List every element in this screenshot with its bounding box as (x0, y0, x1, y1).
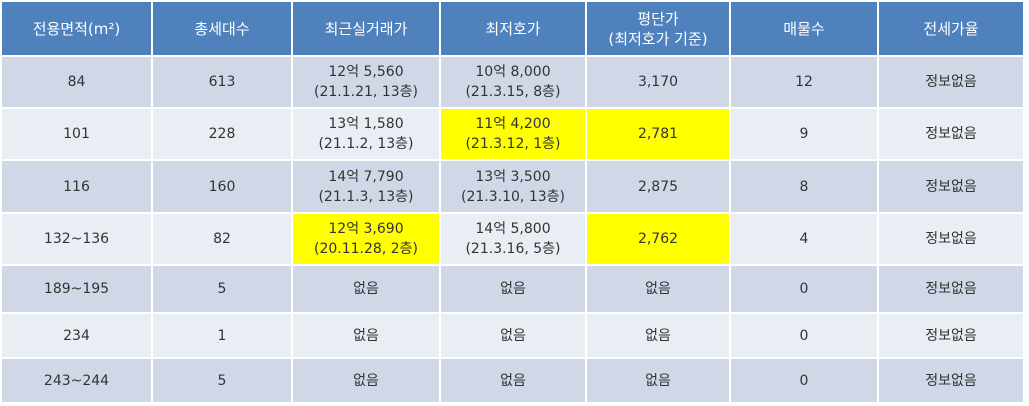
cell-line: (21.3.12, 1층) (465, 136, 561, 152)
table-cell: 12억 3,690 (20.11.28, 2층) (293, 214, 439, 264)
cell-line: (21.3.15, 8층) (465, 84, 561, 100)
table-cell: 없음 (587, 314, 729, 357)
table-row: 189~195 5 없음 없음 없음 0 정보없음 (2, 266, 1023, 312)
cell-line: (최저호가 기준) (608, 29, 708, 48)
table-cell: 없음 (441, 314, 585, 357)
table-cell: 613 (153, 57, 291, 107)
table-cell: 116 (2, 161, 151, 212)
table-cell: 11억 4,200 (21.3.12, 1층) (441, 109, 585, 159)
table-cell: 14억 5,800 (21.3.16, 5층) (441, 214, 585, 264)
table-cell: 4 (731, 214, 877, 264)
header-cell: 평단가 (최저호가 기준) (587, 2, 729, 55)
cell-line: 14억 7,790 (328, 168, 404, 185)
table-cell: 없음 (441, 359, 585, 402)
table-cell: 228 (153, 109, 291, 159)
header-cell: 최저호가 (441, 2, 585, 55)
cell-line: (21.1.21, 13층) (314, 84, 418, 100)
cell-line: (21.1.2, 13층) (318, 136, 414, 152)
cell-line: 11억 4,200 (475, 116, 551, 132)
table-cell: 14억 7,790 (21.1.3, 13층) (293, 161, 439, 212)
header-cell: 매물수 (731, 2, 877, 55)
table-cell: 정보없음 (879, 161, 1023, 212)
table-row: 101 228 13억 1,580 (21.1.2, 13층) 11억 4,200 (21… (2, 109, 1023, 159)
table-cell: 101 (2, 109, 151, 159)
table-cell: 정보없음 (879, 314, 1023, 357)
table-row: 243~244 5 없음 없음 없음 0 정보없음 (2, 359, 1023, 402)
table-row: 84 613 12억 5,560 (21.1.21, 13층) 10억 8,000 (21… (2, 57, 1023, 107)
cell-line: 14억 5,800 (475, 221, 551, 237)
table-cell: 12 (731, 57, 877, 107)
table-body: 84 613 12억 5,560 (21.1.21, 13층) 10억 8,000 (21… (2, 57, 1023, 402)
table-cell: 8 (731, 161, 877, 212)
table-cell: 0 (731, 266, 877, 312)
header-cell: 최근실거래가 (293, 2, 439, 55)
table-cell: 2,875 (587, 161, 729, 212)
cell-line: (21.1.3, 13층) (318, 188, 414, 205)
table-cell: 189~195 (2, 266, 151, 312)
table-cell: 없음 (293, 359, 439, 402)
cell-line: (21.3.16, 5층) (465, 241, 561, 257)
table-cell: 10억 8,000 (21.3.15, 8층) (441, 57, 585, 107)
header-cell: 총세대수 (153, 2, 291, 55)
table-cell: 없음 (587, 266, 729, 312)
cell-line: (21.3.10, 13층) (461, 188, 565, 205)
header-cell: 전용면적(m²) (2, 2, 151, 55)
table-cell: 2,762 (587, 214, 729, 264)
cell-line: 평단가 (637, 9, 679, 28)
table-cell: 없음 (441, 266, 585, 312)
table-cell: 2,781 (587, 109, 729, 159)
table-cell: 정보없음 (879, 57, 1023, 107)
cell-line: (20.11.28, 2층) (314, 241, 418, 257)
table-cell: 82 (153, 214, 291, 264)
cell-line: 10억 8,000 (475, 64, 551, 80)
table-cell: 0 (731, 314, 877, 357)
table-cell: 9 (731, 109, 877, 159)
cell-line: 12억 5,560 (328, 64, 404, 80)
table-cell: 없음 (293, 314, 439, 357)
table-cell: 13억 1,580 (21.1.2, 13층) (293, 109, 439, 159)
table-cell: 13억 3,500 (21.3.10, 13층) (441, 161, 585, 212)
table-cell: 12억 5,560 (21.1.21, 13층) (293, 57, 439, 107)
table-cell: 234 (2, 314, 151, 357)
table-cell: 0 (731, 359, 877, 402)
table-cell: 정보없음 (879, 109, 1023, 159)
table-cell: 없음 (293, 266, 439, 312)
table-cell: 정보없음 (879, 214, 1023, 264)
header-row: 전용면적(m²) 총세대수 최근실거래가 최저호가 평단가 (최저호가 기준) 매물수 전세가… (2, 2, 1023, 55)
table-cell: 정보없음 (879, 266, 1023, 312)
table-cell: 132~136 (2, 214, 151, 264)
table-cell: 84 (2, 57, 151, 107)
table-cell: 3,170 (587, 57, 729, 107)
table-cell: 없음 (587, 359, 729, 402)
cell-line: 13억 1,580 (328, 116, 404, 132)
table-cell: 1 (153, 314, 291, 357)
table-cell: 160 (153, 161, 291, 212)
table-cell: 5 (153, 359, 291, 402)
cell-line: 13억 3,500 (475, 168, 551, 185)
header-cell: 전세가율 (879, 2, 1023, 55)
table-row: 116 160 14억 7,790 (21.1.3, 13층) 13억 3,500 (21… (2, 161, 1023, 212)
cell-line: 12억 3,690 (328, 221, 404, 237)
table-cell: 243~244 (2, 359, 151, 402)
table-cell: 정보없음 (879, 359, 1023, 402)
table-row: 132~136 82 12억 3,690 (20.11.28, 2층) 14억 5,80… (2, 214, 1023, 264)
table-row: 234 1 없음 없음 없음 0 정보없음 (2, 314, 1023, 357)
table-cell: 5 (153, 266, 291, 312)
